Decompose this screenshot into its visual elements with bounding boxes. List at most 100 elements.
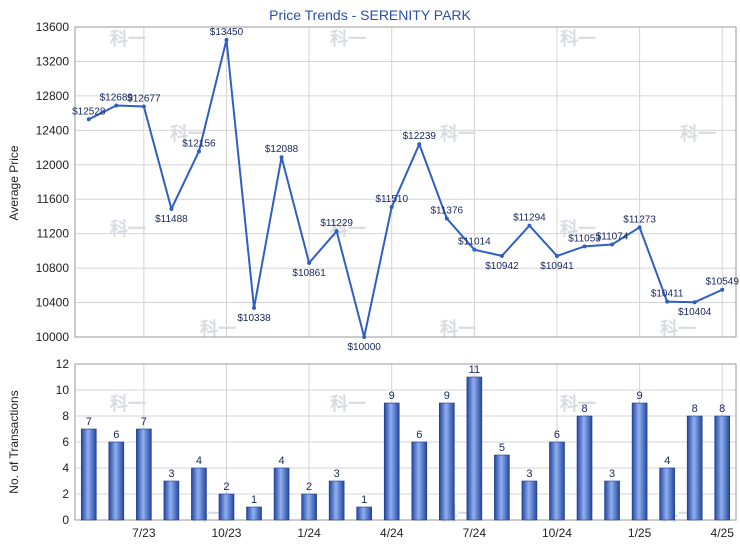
transaction-bar [273,467,290,521]
x-tick-label: 7/23 [132,526,156,540]
bar-value-label: 3 [168,468,174,480]
bar-value-label: 7 [141,416,147,428]
price-point [141,104,146,109]
bar-value-label: 9 [389,390,395,402]
transaction-bar [136,428,152,521]
bar-value-label: 8 [581,403,587,415]
watermark-mark: 科一 [560,218,596,240]
price-point [665,299,670,304]
price-point-label: $11053 [568,233,601,244]
price-point-label: $10861 [292,268,326,279]
transaction-bar [163,480,180,521]
watermark-mark: 科一 [660,318,696,340]
bar-value-label: 1 [251,494,257,506]
transactions-y-ticks: 0 2 4 6 8 10 12 [56,357,70,527]
transaction-bar [714,415,731,521]
transaction-bar [246,506,262,521]
price-point [307,260,312,265]
watermark-mark: 科一 [440,123,476,145]
price-series-line [88,39,723,338]
price-point [334,229,339,234]
price-point-label: $10941 [540,261,574,272]
price-y-tick-label: 12000 [36,158,70,172]
price-point [444,216,449,221]
price-y-tick-label: 10800 [36,261,70,275]
transaction-bar [659,467,675,521]
price-point [389,204,394,209]
bar-value-label: 6 [416,429,422,441]
price-point [554,253,559,258]
price-point-label: $11074 [596,232,629,243]
bar-value-label: 5 [499,442,505,454]
bar-value-label: 6 [554,429,560,441]
price-point-label: $11294 [513,213,546,224]
price-point [527,223,532,228]
watermark-mark: 科一 [330,393,366,415]
price-point-label: $11510 [375,194,408,205]
bar-value-label: 1 [361,494,367,506]
transaction-bar [604,480,620,521]
price-point [472,247,477,252]
transaction-bar [686,415,703,521]
price-y-tick-label: 13200 [36,54,70,68]
bar-value-label: 3 [334,468,340,480]
price-y-tick-label: 10000 [36,330,70,344]
transaction-bar [191,467,207,521]
price-grid [75,26,736,338]
price-point-label: $12528 [72,106,106,117]
transaction-bar [356,506,372,521]
price-point-label: $10404 [678,307,712,318]
price-point-label: $10000 [348,342,382,353]
price-point-label: $11488 [155,214,188,225]
transaction-bar [108,441,125,521]
price-point [224,37,229,42]
transaction-bar [521,480,538,521]
transaction-bar [576,415,593,521]
bar-value-label: 3 [609,468,615,480]
chart-title: Price Trends - SERENITY PARK [269,7,471,23]
bar-value-label: 7 [86,416,92,428]
watermark-mark: 科一 [200,318,236,340]
price-y-axis-title: Average Price [7,145,21,220]
price-y-ticks: 10000 10400 10800 11200 11600 12000 12400 12800… [36,20,70,344]
watermark-mark: 科一 [330,28,366,50]
price-point-label: $11273 [623,214,656,225]
transaction-bar [439,402,455,521]
price-point [252,305,257,310]
bar-value-label: 9 [637,390,643,402]
transaction-bar [328,480,345,521]
price-point [114,103,119,108]
price-point [720,287,725,292]
transaction-bar [549,441,565,521]
x-tick-label: 4/25 [711,526,735,540]
watermark-mark: 科一 [560,393,596,415]
bar-value-label: 6 [113,429,119,441]
bar-value-label: 4 [196,455,202,467]
transaction-bar [301,493,317,521]
transactions-y-tick-label: 6 [62,435,69,449]
price-point-label: $12156 [182,138,216,149]
price-y-tick-label: 11600 [37,192,70,206]
price-y-tick-label: 10400 [36,296,70,310]
x-tick-labels: 7/23 10/23 1/24 4/24 7/24 10/24 1/25 4/25 [132,526,734,540]
price-point-label: $10549 [706,277,740,288]
bar-value-label: 4 [664,455,670,467]
bar-value-label: 2 [306,481,312,493]
transactions-y-tick-label: 2 [62,487,69,501]
bar-value-label: 4 [279,455,285,467]
watermark-mark: 科一 [110,218,146,240]
x-tick-label: 4/24 [380,526,404,540]
transaction-bar [631,402,648,521]
watermark-mark: 科一 [170,123,206,145]
transactions-plot-frame [74,363,737,521]
price-point-label: $10411 [651,289,684,300]
price-points: $12528 $12689$12677 $11488 $12156 $13450 $103… [72,27,739,353]
price-y-tick-label: 11200 [37,227,70,241]
price-point-label: $12239 [403,131,437,142]
x-tick-label: 7/24 [463,526,487,540]
price-point [582,244,587,249]
bar-value-label: 11 [469,364,480,376]
x-tick-label: 1/24 [297,526,321,540]
transaction-bars: 7 6 7 3 4 2 1 4 2 3 1 9 6 9 11 5 3 6 8 3 9 4 8 8 [80,364,731,521]
